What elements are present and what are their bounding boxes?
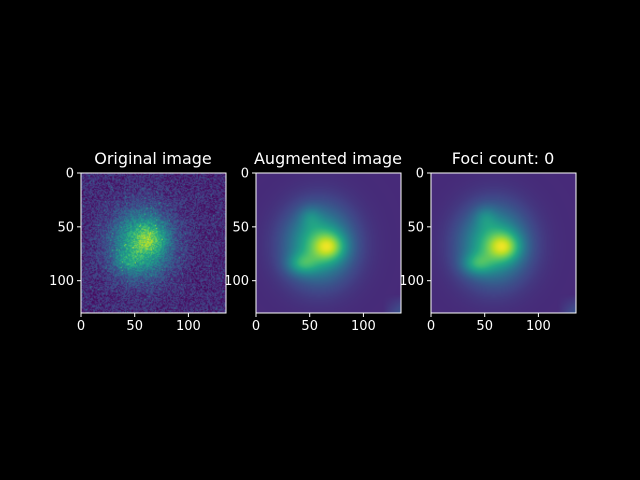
axes-frame — [80, 172, 227, 314]
x-tick-label: 50 — [126, 319, 143, 334]
y-tick-label: 100 — [399, 274, 424, 289]
tick-group: 0 50 100 0 50 100 — [49, 167, 201, 335]
x-tick-label: 0 — [427, 319, 435, 334]
heatmap-image — [256, 173, 401, 313]
x-tick-label: 0 — [77, 319, 85, 334]
x-tick-label: 100 — [351, 319, 376, 334]
tick-group: 0 50 100 0 50 100 — [224, 167, 376, 335]
x-tick-label: 0 — [252, 319, 260, 334]
tick-group: 0 50 100 0 50 100 — [399, 167, 551, 335]
y-tick-label: 0 — [416, 167, 424, 182]
x-tick-label: 100 — [176, 319, 201, 334]
panel-title: Augmented image — [254, 149, 402, 168]
panel-original: Original image 0 50 100 0 50 100 — [49, 149, 227, 335]
x-tick-label: 100 — [526, 319, 551, 334]
axes-frame — [255, 172, 402, 314]
y-tick-label: 50 — [57, 220, 74, 235]
heatmap-image — [431, 173, 576, 313]
x-tick-label: 50 — [476, 319, 493, 334]
y-tick-label: 0 — [241, 167, 249, 182]
panel-title: Foci count: 0 — [452, 149, 555, 168]
y-tick-label: 100 — [49, 274, 74, 289]
panel-title: Original image — [94, 149, 212, 168]
x-tick-label: 50 — [301, 319, 318, 334]
axes-frame — [430, 172, 577, 314]
y-tick-label: 50 — [407, 220, 424, 235]
y-tick-label: 0 — [66, 167, 74, 182]
panel-foci: Foci count: 0 0 50 100 0 50 100 — [399, 149, 577, 335]
y-tick-label: 50 — [232, 220, 249, 235]
y-tick-label: 100 — [224, 274, 249, 289]
panel-augmented: Augmented image 0 50 100 0 50 100 — [224, 149, 402, 334]
heatmap-image — [81, 173, 226, 313]
